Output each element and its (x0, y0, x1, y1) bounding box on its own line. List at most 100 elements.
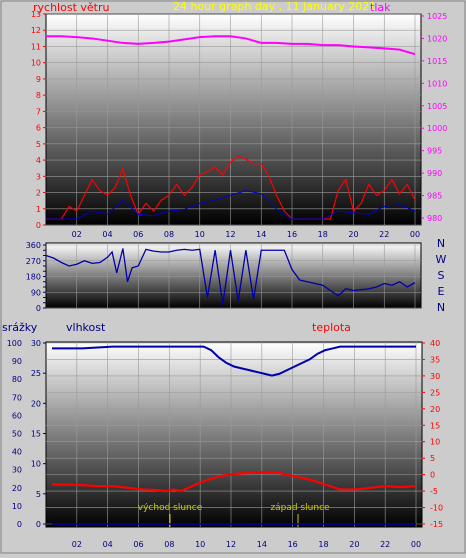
humidity-tick-label: 90 (12, 357, 22, 366)
direction-series (45, 248, 416, 305)
series-vlhkost (52, 345, 416, 377)
sunrise-label: východ slunce (138, 503, 203, 513)
temperature-tick-label: 30 (430, 372, 440, 381)
wind-tick-label: 13 (31, 10, 41, 19)
wind-tick-label: 8 (36, 91, 41, 100)
rain-ticks: 0 5 10 15 20 25 30 (31, 339, 46, 529)
series-direction (45, 248, 416, 305)
wind-tick-label: 9 (36, 75, 41, 84)
time-tick-label: 10 (195, 230, 205, 239)
humidity-tick-label: 70 (12, 393, 22, 402)
direction-label-s: S (438, 269, 445, 282)
pressure-tick-label: 1005 (427, 102, 447, 111)
temperature-plot-area (45, 341, 423, 528)
series-teplota (52, 470, 417, 493)
pressure-ticks: 980 985 990 995 1000 1005 1010 1015 1020 1025 (421, 12, 447, 223)
temperature-ticks: -15 -10 -5 0 5 10 15 20 25 30 35 40 (422, 339, 443, 529)
rain-tick-label: 30 (31, 339, 41, 348)
rain-tick-label: 25 (31, 369, 41, 378)
humidity-tick-label: 50 (12, 430, 22, 439)
humidity-tick-label: 80 (12, 375, 22, 384)
direction-tick-label: 90 (31, 288, 41, 297)
wind-axis-label: rychlost větru (33, 1, 109, 14)
pressure-tick-label: 1010 (427, 79, 447, 88)
temperature-tick-label: 20 (430, 405, 440, 414)
direction-label-n-bottom: N (437, 301, 445, 314)
humidity-tick-label: 40 (12, 448, 22, 457)
rain-tick-label: 10 (31, 460, 41, 469)
rain-tick-label: 5 (36, 490, 41, 499)
direction-plot-area (45, 242, 422, 309)
humidity-tick-label: 30 (12, 466, 22, 475)
temperature-tick-label: -15 (430, 520, 443, 529)
temperature-tick-label: 15 (430, 421, 440, 430)
temperature-tick-label: 5 (430, 454, 435, 463)
temperature-tick-label: -10 (430, 504, 443, 513)
wind-tick-label: 4 (36, 156, 41, 165)
time-tick-label: 08 (164, 230, 174, 239)
temperature-tick-label: 25 (430, 388, 440, 397)
wind-tick-label: 1 (36, 205, 41, 214)
temperature-series (52, 345, 417, 525)
temperature-tick-label: 40 (430, 339, 440, 348)
temperature-grid (46, 342, 422, 527)
humidity-tick-label: 60 (12, 411, 22, 420)
time-tick-label: 18 (318, 540, 328, 549)
temperature-tick-label: -5 (430, 487, 438, 496)
direction-degree-ticks: 0 90 180 270 360 (26, 241, 46, 313)
time-tick-label: 12 (225, 230, 235, 239)
pressure-tick-label: 1025 (427, 12, 447, 21)
pressure-tick-label: 1000 (427, 124, 447, 133)
time-tick-label: 06 (133, 540, 143, 549)
pressure-tick-label: 985 (427, 192, 442, 201)
wind-tick-label: 12 (31, 26, 41, 35)
wind-tick-label: 11 (31, 42, 41, 51)
pressure-tick-label: 980 (427, 214, 442, 223)
temperature-time-ticks: 02 04 06 08 10 12 14 16 18 20 22 00 (72, 540, 421, 549)
time-tick-label: 22 (380, 540, 390, 549)
wind-tick-label: 7 (36, 107, 41, 116)
humidity-tick-label: 20 (12, 484, 22, 493)
wind-tick-label: 2 (36, 189, 41, 198)
page-title: 24 hour graph day , 11 January 2021 (173, 0, 376, 13)
wind-tick-label: 6 (36, 124, 41, 133)
temperature-tick-label: 35 (430, 355, 440, 364)
time-tick-label: 16 (287, 230, 297, 239)
time-tick-label: 02 (72, 230, 82, 239)
time-tick-label: 06 (133, 230, 143, 239)
humidity-tick-label: 0 (17, 520, 22, 529)
wind-tick-label: 0 (36, 221, 41, 230)
rain-tick-label: 15 (31, 430, 41, 439)
direction-label-e: E (438, 285, 445, 298)
time-tick-label: 14 (257, 540, 267, 549)
time-tick-label: 02 (72, 540, 82, 549)
temperature-axis-label: teplota (312, 321, 351, 334)
time-tick-label: 08 (164, 540, 174, 549)
humidity-tick-label: 10 (12, 502, 22, 511)
sunset-label: západ slunce (270, 503, 330, 513)
direction-tick-label: 180 (26, 273, 41, 282)
pressure-tick-label: 1015 (427, 57, 447, 66)
series-tlak (46, 35, 416, 56)
wind-time-ticks: 02 04 06 08 10 12 14 16 18 20 22 00 (72, 230, 420, 239)
direction-label-w: W (436, 253, 447, 266)
wind-tick-label: 3 (36, 172, 41, 181)
rain-tick-label: 0 (36, 520, 41, 529)
time-tick-label: 18 (318, 230, 328, 239)
temperature-tick-label: 0 (430, 471, 435, 480)
wind-tick-label: 5 (36, 140, 41, 149)
time-tick-label: 10 (195, 540, 205, 549)
time-tick-label: 04 (102, 230, 112, 239)
time-tick-label: 20 (348, 230, 358, 239)
humidity-ticks: 0 10 20 30 40 50 60 70 80 90 100 (7, 339, 22, 529)
pressure-tick-label: 995 (427, 147, 442, 156)
direction-tick-label: 0 (36, 304, 41, 313)
pressure-axis-label: tlak (370, 1, 391, 14)
series-wind-average (46, 190, 416, 220)
rain-axis-label: srážky (2, 321, 38, 334)
direction-label-n-top: N (437, 237, 445, 250)
